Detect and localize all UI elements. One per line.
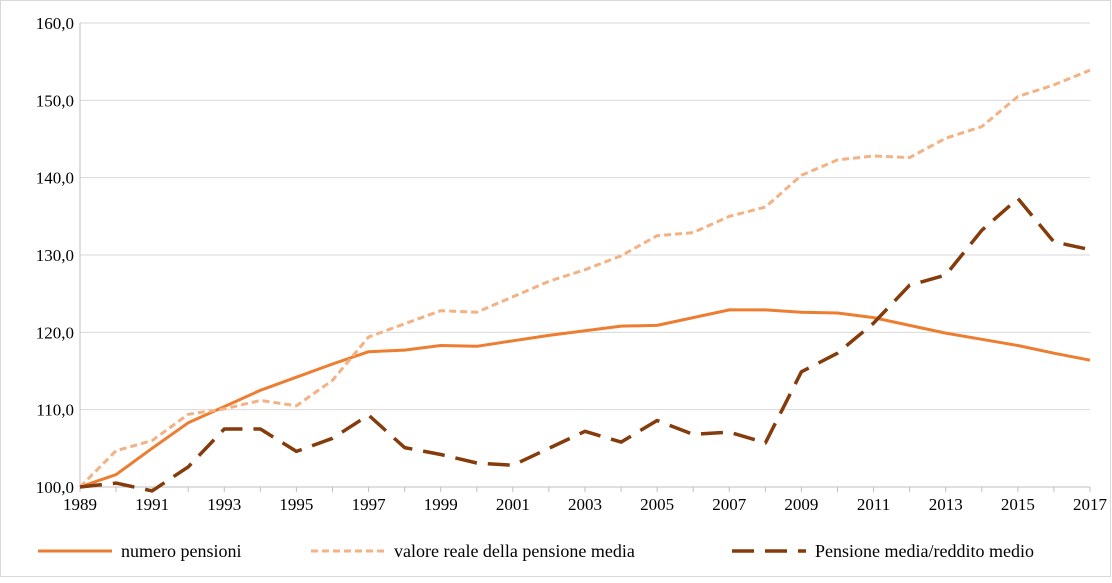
x-tick-label: 2017	[1073, 495, 1108, 514]
axes: 100,0 110,0 120,0 130,0 140,0 150,0 160,0 1989 1…	[36, 14, 1108, 514]
x-tick-label: 2011	[857, 495, 890, 514]
x-tick-label: 1997	[352, 495, 387, 514]
x-tick-label: 1991	[135, 495, 169, 514]
gridlines	[80, 22, 1090, 411]
x-tick-label: 2007	[712, 495, 747, 514]
x-tick-label: 2001	[496, 495, 530, 514]
x-tick-label: 1995	[279, 495, 313, 514]
y-tick-label: 110,0	[36, 401, 74, 420]
series-lines	[78, 68, 1091, 493]
x-tick-label: 1993	[207, 495, 241, 514]
series-line-2	[78, 68, 1091, 489]
x-tick-label: 1999	[424, 495, 458, 514]
legend-label-1: numero pensioni	[121, 541, 241, 561]
x-tick-label: 2015	[1001, 495, 1035, 514]
y-tick-label: 130,0	[36, 246, 74, 265]
legend-label-3: Pensione media/reddito medio	[815, 541, 1034, 561]
legend-label-2: valore reale della pensione media	[394, 541, 635, 561]
y-tick-label: 120,0	[36, 323, 74, 342]
y-tick-label: 140,0	[36, 169, 74, 188]
y-tick-label: 160,0	[36, 14, 74, 33]
series-line-1	[79, 308, 1091, 489]
x-tick-label: 2003	[568, 495, 602, 514]
legend: numero pensioni valore reale della pensio…	[38, 541, 1034, 561]
x-tick-label: 2009	[784, 495, 818, 514]
y-tick-label: 100,0	[36, 478, 74, 497]
x-tick-label: 1989	[63, 495, 97, 514]
series-line-3	[79, 196, 1091, 493]
y-tick-label: 150,0	[36, 91, 74, 110]
x-tick-label: 2013	[929, 495, 963, 514]
x-tick-label: 2005	[640, 495, 674, 514]
